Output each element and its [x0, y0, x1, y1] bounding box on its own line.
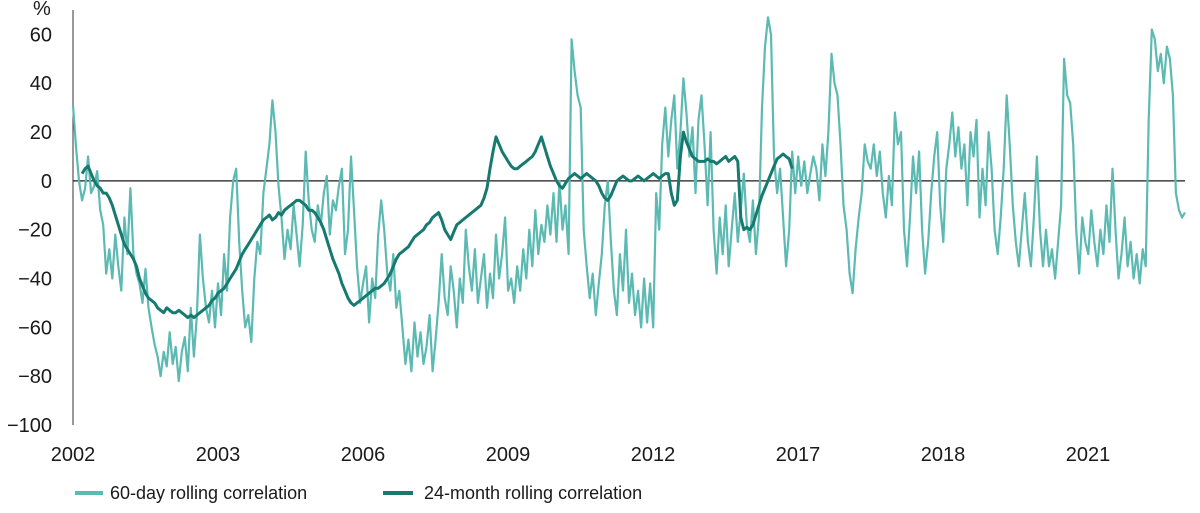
y-tick-label: 40 [30, 73, 52, 95]
y-axis-ticks: 60 40 20 0 −20 −40 −60 −80 −100 [7, 24, 52, 437]
series-line-24-month [80, 130, 794, 320]
series-layer [71, 16, 1186, 383]
x-tick-label: 2018 [921, 444, 966, 466]
legend-label-60-day: 60-day rolling correlation [110, 483, 307, 503]
y-tick-label: −20 [18, 220, 52, 242]
y-tick-label: −40 [18, 269, 52, 291]
y-tick-label: 60 [30, 24, 52, 46]
legend-label-24-month: 24-month rolling correlation [424, 483, 642, 503]
x-tick-label: 2021 [1066, 444, 1111, 466]
x-tick-label: 2002 [51, 444, 96, 466]
x-axis-ticks: 2002 2003 2006 2009 2012 2017 2018 2021 [51, 444, 1111, 466]
x-tick-label: 2012 [631, 444, 676, 466]
y-tick-label: −60 [18, 317, 52, 339]
y-tick-label: −100 [7, 415, 52, 437]
x-tick-label: 2017 [776, 444, 821, 466]
series-line-60-day [71, 16, 1186, 383]
y-tick-label: 20 [30, 122, 52, 144]
legend: 60-day rolling correlation 24-month roll… [75, 483, 642, 503]
y-axis-unit-label: % [33, 0, 51, 20]
x-tick-label: 2009 [486, 444, 531, 466]
y-tick-label: 0 [41, 171, 52, 193]
x-tick-label: 2006 [341, 444, 386, 466]
x-tick-label: 2003 [196, 444, 241, 466]
y-tick-label: −80 [18, 366, 52, 388]
